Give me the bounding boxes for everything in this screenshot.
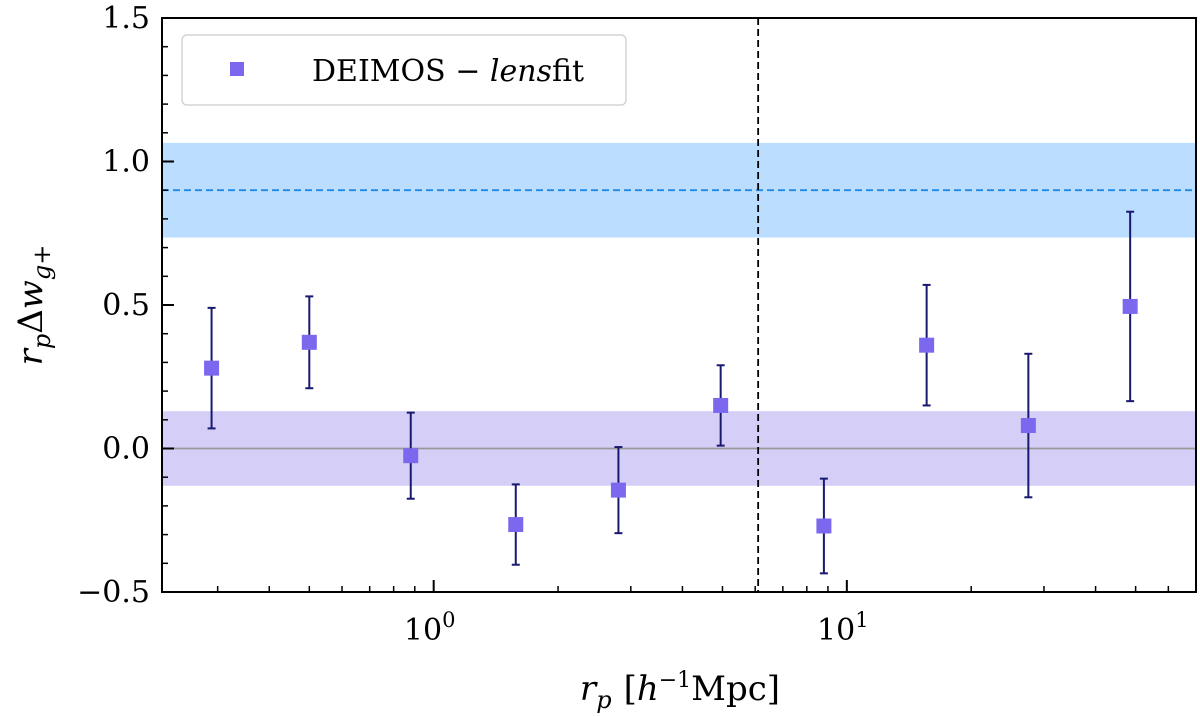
data-point-8 [1020,418,1036,434]
x-axis-unit-sup: −1 [659,668,691,693]
y-tick-label-1: 0.0 [102,432,150,467]
x-axis-unit-h: h [637,669,659,709]
x-axis-var: r [580,669,598,709]
x-tick-exponent: 1 [855,608,868,632]
x-tick-exponent: 0 [442,608,455,632]
legend-box [181,34,627,106]
legend-label-italic: lens [490,54,552,89]
data-point-9 [1122,298,1138,314]
y-axis-delta: Δ [11,309,51,334]
y-tick-label-3: 1.0 [102,145,150,180]
data-point-7 [919,337,935,353]
data-point-0 [204,360,220,376]
x-axis-label: rp [h−1Mpc] [580,668,780,714]
x-tick-base: 10 [404,613,442,648]
y-axis-label: rpΔwg+ [11,245,56,366]
data-point-6 [816,518,832,534]
data-point-5 [713,397,729,413]
x-axis-bracket: [ [624,669,637,709]
legend-label: DEIMOS − lensfit [312,54,584,89]
data-point-3 [508,517,524,533]
x-axis-sub: p [596,686,611,714]
shaded-bands [162,142,1196,486]
data-point-4 [610,482,626,498]
data-points [204,210,1138,575]
y-tick-label-2: 0.5 [102,288,150,323]
legend-label-plain: DEIMOS − [312,54,490,89]
data-point-2 [403,448,419,464]
x-axis-unit-rest: Mpc] [691,669,780,709]
x-tick-label-0: 100 [404,608,456,648]
legend-label-rest: fit [552,54,584,89]
x-tick-label-1: 101 [817,608,869,648]
y-axis-sub: p [28,334,56,349]
y-axis-w-sub: g+ [28,245,56,280]
y-tick-label-0: −0.5 [77,575,150,610]
x-tick-base: 10 [817,613,855,648]
y-axis-w: w [11,280,51,309]
y-tick-label-4: 1.5 [102,1,150,36]
legend-marker [230,62,244,76]
legend: DEIMOS − lensfit [181,34,627,106]
y-axis-var: r [11,347,51,365]
data-point-1 [301,334,317,350]
